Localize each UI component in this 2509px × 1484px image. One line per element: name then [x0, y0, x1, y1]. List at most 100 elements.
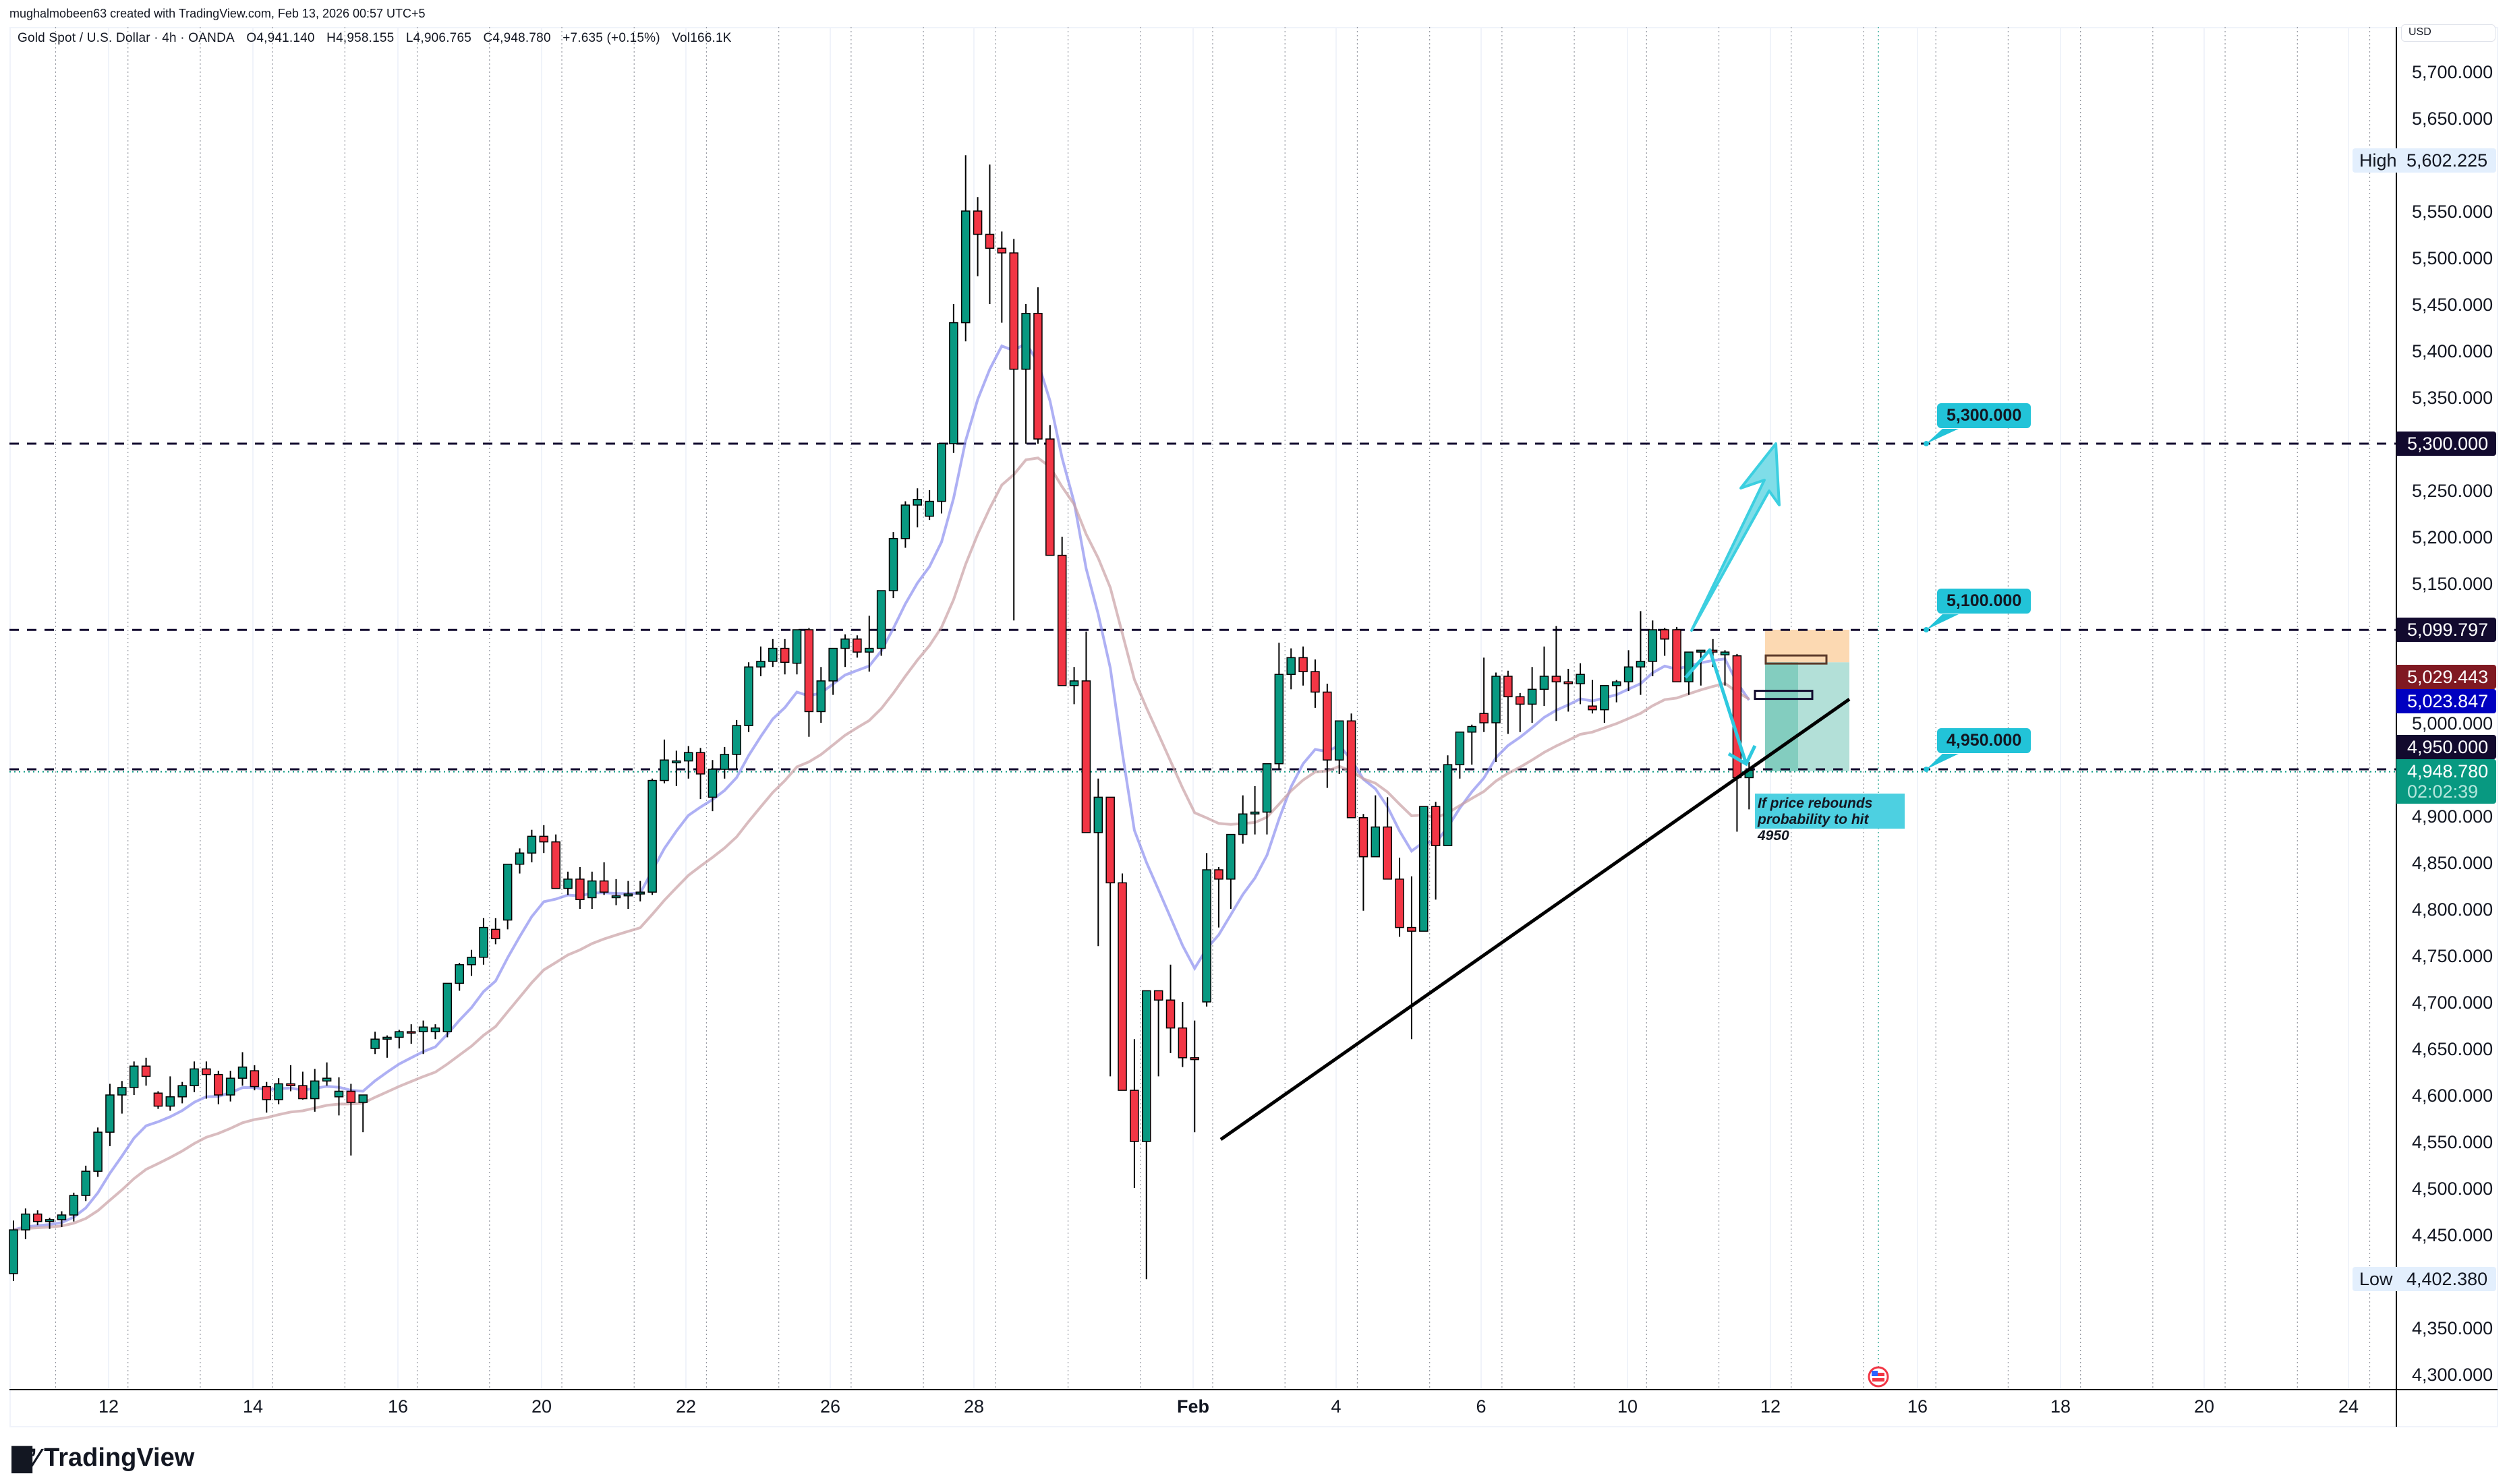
candle-body-up: [900, 504, 911, 539]
flag-stripe: [1872, 1373, 1884, 1376]
candle-body-up: [647, 779, 657, 893]
candle: [853, 635, 862, 658]
price-tick-label: 5,000.000: [2412, 713, 2493, 734]
candle-body-up: [720, 754, 730, 770]
callout-4950[interactable]: 4,950.000: [1937, 728, 2031, 753]
currency-button[interactable]: USD: [2401, 24, 2496, 42]
candle-body-down: [214, 1073, 223, 1096]
trendline[interactable]: [1219, 697, 1851, 1141]
time-tick-label: 18: [2050, 1396, 2071, 1417]
drawing-overlay[interactable]: [1219, 429, 1959, 1388]
candle: [1611, 680, 1621, 703]
candle-body-up: [1527, 688, 1537, 705]
candle-body-up: [237, 1066, 248, 1079]
candle: [1371, 795, 1381, 858]
callout-5100[interactable]: 5,100.000: [1937, 589, 2031, 614]
candle: [949, 304, 958, 453]
candle: [672, 750, 681, 786]
callout-pointer: [1926, 754, 1959, 769]
price-tick-label: 5,200.000: [2412, 527, 2493, 547]
chart-pane[interactable]: [9, 27, 2498, 1427]
candle-body-up: [1539, 676, 1549, 690]
price-tick-label: 5,700.000: [2412, 62, 2493, 82]
position-entry-line[interactable]: [1754, 690, 1814, 701]
candle: [298, 1071, 308, 1100]
us-flag-event-icon[interactable]: [1868, 1366, 1889, 1388]
position-entry-handle[interactable]: [1764, 654, 1828, 665]
candle-body-down: [32, 1213, 42, 1222]
candle: [57, 1211, 67, 1227]
time-tick-label: 16: [388, 1396, 408, 1417]
high-value: 5,602.225: [2406, 150, 2488, 171]
candle: [334, 1077, 344, 1116]
callout-pointer: [1926, 429, 1959, 444]
candle: [563, 871, 573, 895]
chart-credit: mughalmobeen63 created with TradingView.…: [9, 7, 426, 20]
legend-open: O4,941.140: [246, 31, 315, 45]
candle: [1334, 720, 1344, 774]
candle-body-up: [1467, 725, 1477, 733]
symbol-legend[interactable]: Gold Spot / U.S. Dollar · 4h · OANDA O4,…: [18, 31, 740, 46]
candle: [1346, 713, 1356, 819]
candle-body-up: [635, 891, 645, 895]
bar-countdown: 02:02:39: [2407, 781, 2479, 802]
tradingview-logo[interactable]: ▇’∕ TradingView: [12, 1443, 194, 1473]
candle-body-down: [1105, 796, 1115, 884]
candle: [177, 1081, 187, 1104]
candle: [1165, 964, 1176, 1053]
candle: [816, 667, 826, 723]
bullish-arrow-icon[interactable]: [1690, 442, 1781, 632]
candle-body-up: [1142, 990, 1151, 1142]
candle: [129, 1061, 139, 1095]
candle-body-up: [949, 322, 958, 444]
candle-body-down: [973, 210, 983, 235]
candle: [1323, 684, 1332, 788]
candle-body-up: [865, 647, 874, 653]
last-price: 4,948.780: [2407, 761, 2489, 781]
candle: [1226, 833, 1236, 909]
legend-symbol[interactable]: Gold Spot / U.S. Dollar · 4h · OANDA: [18, 31, 235, 45]
candle: [1298, 646, 1308, 686]
candle-body-up: [876, 590, 886, 649]
candle: [32, 1210, 42, 1226]
ema-lines: [13, 341, 1750, 1232]
candle: [1383, 797, 1392, 880]
candle-body-up: [1720, 651, 1730, 656]
candle-body-down: [1178, 1027, 1188, 1059]
candle: [1516, 692, 1525, 732]
candle: [1539, 646, 1549, 707]
candle-body-down: [1395, 879, 1404, 928]
price-tick-label: 5,500.000: [2412, 248, 2493, 268]
candle: [1033, 287, 1043, 444]
candle: [1503, 670, 1513, 734]
candle: [647, 778, 657, 895]
candle-body-up: [1226, 833, 1236, 880]
price-tick-label: 5,400.000: [2412, 341, 2493, 361]
callout-5300[interactable]: 5,300.000: [1937, 403, 2031, 428]
candle-body-down: [1033, 313, 1043, 440]
candle: [1178, 1002, 1188, 1067]
candle: [1419, 806, 1429, 932]
candle-body-up: [563, 879, 573, 889]
low-label: Low: [2359, 1269, 2393, 1289]
callout-pointer: [1926, 614, 1959, 630]
candle: [1732, 653, 1742, 832]
legend-high: H4,958.155: [326, 31, 395, 45]
candle: [1118, 873, 1127, 1091]
projection-path[interactable]: [1684, 648, 1748, 765]
candle: [286, 1065, 295, 1092]
candle: [81, 1165, 90, 1201]
annotation-note[interactable]: If price rebounds probability to hit 495…: [1755, 794, 1905, 843]
candle-body-up: [9, 1229, 18, 1274]
candle: [1527, 667, 1537, 723]
candle-body-up: [418, 1026, 428, 1032]
candle: [69, 1192, 79, 1222]
candle-body-up: [274, 1083, 283, 1100]
tradingview-logo-icon: ▇’∕: [12, 1444, 39, 1473]
time-tick-label: 14: [243, 1396, 263, 1417]
candle-body-down: [1551, 676, 1561, 683]
candle-body-up: [937, 443, 946, 502]
candle: [141, 1057, 151, 1086]
candle: [973, 197, 983, 276]
